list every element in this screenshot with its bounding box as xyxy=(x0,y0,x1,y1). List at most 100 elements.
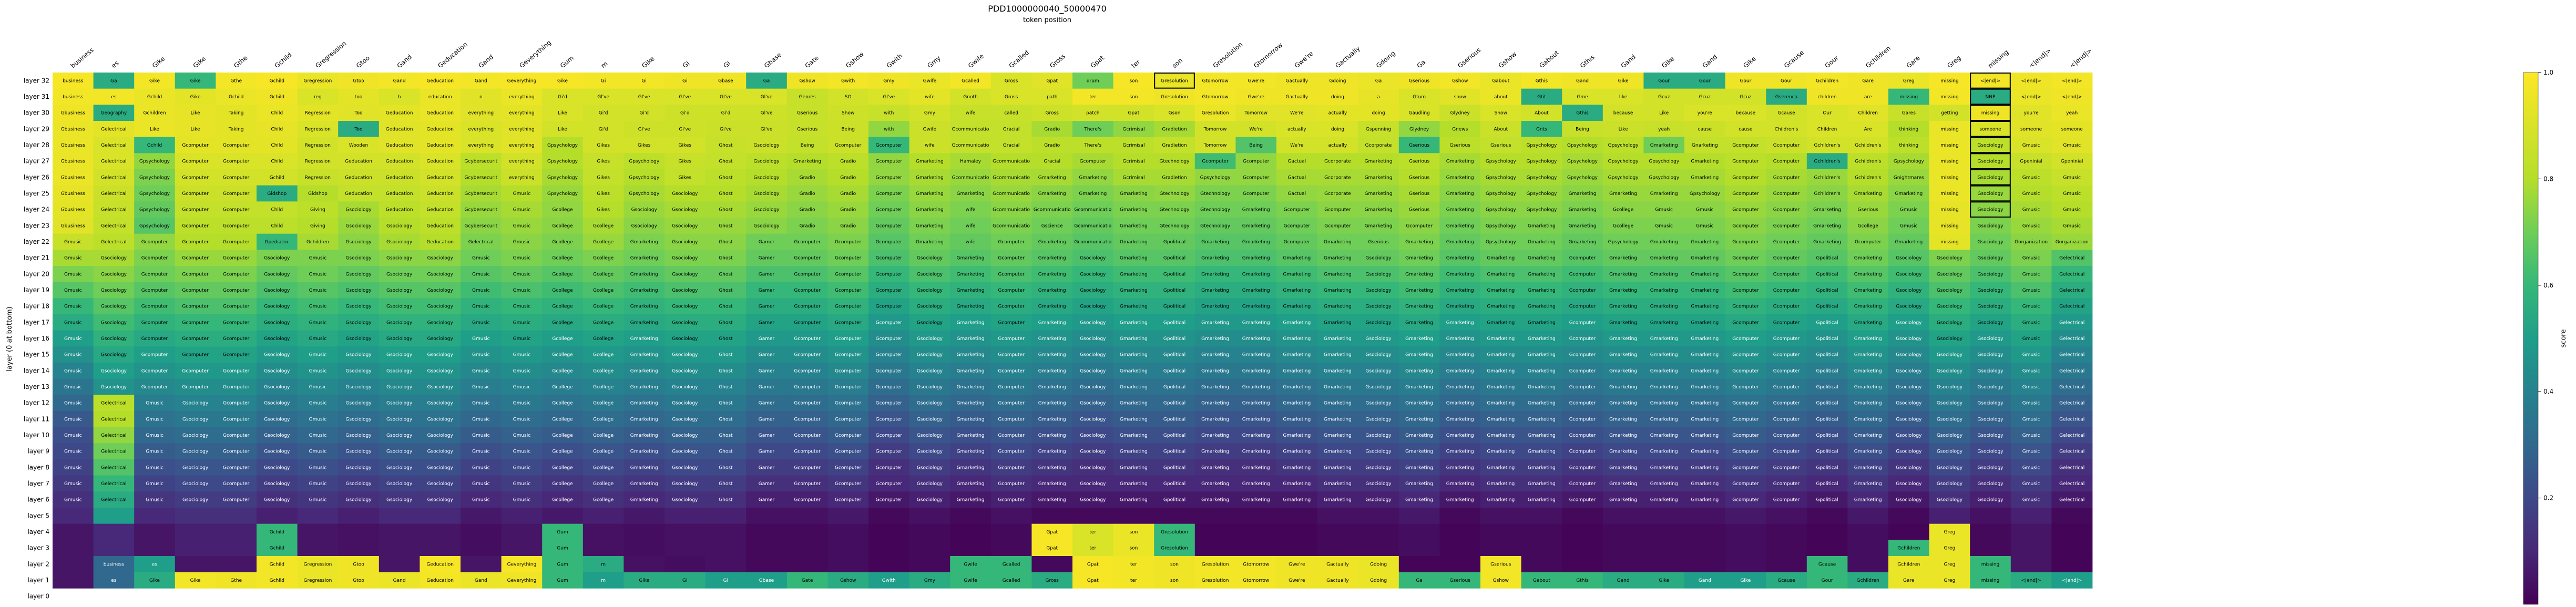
heatmap-cell xyxy=(379,491,420,508)
heatmap-cell xyxy=(1521,395,1562,411)
heatmap-cell xyxy=(1725,330,1766,347)
heatmap-cell xyxy=(1766,330,1807,347)
heatmap-cell xyxy=(1439,218,1481,234)
heatmap-cell xyxy=(1970,282,2011,299)
y-tick-label: layer 1 xyxy=(27,577,49,584)
heatmap-cell xyxy=(1358,250,1399,266)
heatmap-cell xyxy=(1725,250,1766,266)
heatmap-cell xyxy=(542,411,584,428)
heatmap-cell xyxy=(1317,169,1358,186)
x-tick-label: Gi xyxy=(722,59,732,69)
heatmap-cell xyxy=(582,363,624,379)
heatmap-cell xyxy=(2051,443,2093,460)
heatmap-cell xyxy=(868,298,909,315)
heatmap-cell xyxy=(623,153,665,170)
heatmap-cell xyxy=(950,508,991,524)
heatmap-cell xyxy=(582,491,624,508)
heatmap-cell xyxy=(746,330,788,347)
heatmap-cell xyxy=(705,523,747,540)
heatmap-cell xyxy=(1929,185,1970,202)
heatmap-cell xyxy=(297,556,339,573)
heatmap-cell xyxy=(746,523,788,540)
heatmap-cell xyxy=(338,459,380,476)
heatmap-cell xyxy=(705,427,747,444)
heatmap-cell xyxy=(1276,475,1317,492)
heatmap-cell xyxy=(705,508,747,524)
heatmap-cell xyxy=(1847,218,1889,234)
heatmap-cell xyxy=(1031,121,1073,138)
heatmap-cell xyxy=(1317,346,1358,363)
heatmap-cell xyxy=(665,378,706,395)
heatmap-cell xyxy=(1847,540,1889,557)
heatmap-cell xyxy=(53,88,94,105)
heatmap-cell xyxy=(1194,459,1236,476)
heatmap-cell xyxy=(53,137,94,153)
heatmap-cell xyxy=(501,137,543,153)
heatmap-cell xyxy=(175,121,216,138)
heatmap-cell xyxy=(461,314,502,331)
heatmap-cell xyxy=(1031,523,1073,540)
heatmap-cell xyxy=(216,459,257,476)
heatmap-cell xyxy=(1398,73,1440,89)
heatmap-cell xyxy=(1766,475,1807,492)
heatmap-cell xyxy=(1643,233,1685,250)
heatmap-cell xyxy=(705,411,747,428)
heatmap-cell xyxy=(623,508,665,524)
heatmap-cell xyxy=(1602,475,1644,492)
heatmap-cell xyxy=(1562,346,1603,363)
heatmap-cell xyxy=(1847,378,1889,395)
heatmap-cell xyxy=(746,185,788,202)
heatmap-cell xyxy=(1031,508,1073,524)
heatmap-cell xyxy=(827,298,869,315)
heatmap-cell xyxy=(420,491,461,508)
heatmap-cell xyxy=(1725,282,1766,299)
heatmap-cell xyxy=(1970,201,2011,218)
heatmap-cell xyxy=(257,572,298,589)
heatmap-cell xyxy=(1562,330,1603,347)
heatmap-cell xyxy=(501,459,543,476)
x-tick-label: Gshow xyxy=(844,50,865,70)
heatmap-cell xyxy=(1113,282,1154,299)
heatmap-cell xyxy=(1358,298,1399,315)
heatmap-cell xyxy=(1725,266,1766,283)
heatmap-cell xyxy=(1031,233,1073,250)
heatmap-cell xyxy=(1317,395,1358,411)
heatmap-cell xyxy=(623,540,665,557)
heatmap-cell xyxy=(1970,218,2011,234)
heatmap-cell xyxy=(1113,556,1154,573)
heatmap-cell xyxy=(542,88,584,105)
heatmap-cell xyxy=(746,266,788,283)
heatmap-cell xyxy=(1684,298,1725,315)
heatmap-cell xyxy=(665,572,706,589)
heatmap-cell xyxy=(297,363,339,379)
heatmap-cell xyxy=(1358,523,1399,540)
heatmap-cell xyxy=(623,572,665,589)
heatmap-cell xyxy=(1806,491,1848,508)
heatmap-cell xyxy=(786,363,828,379)
heatmap-cell xyxy=(379,330,420,347)
heatmap-cell xyxy=(582,427,624,444)
heatmap-cell xyxy=(297,121,339,138)
heatmap-cell xyxy=(53,556,94,573)
heatmap-cell xyxy=(1602,411,1644,428)
heatmap-cell xyxy=(53,443,94,460)
heatmap-cell xyxy=(786,105,828,121)
heatmap-cell xyxy=(990,314,1032,331)
heatmap-cell xyxy=(542,475,584,492)
heatmap-cell xyxy=(1154,218,1195,234)
heatmap-cell xyxy=(175,185,216,202)
x-tick-label: m xyxy=(600,60,609,69)
heatmap-cell xyxy=(1154,411,1195,428)
heatmap-cell xyxy=(420,282,461,299)
heatmap-cell xyxy=(1398,395,1440,411)
heatmap-cell xyxy=(1602,137,1644,153)
heatmap-cell xyxy=(990,556,1032,573)
heatmap-cell xyxy=(338,346,380,363)
heatmap-cell xyxy=(175,572,216,589)
heatmap-cell xyxy=(786,250,828,266)
heatmap-cell xyxy=(420,459,461,476)
heatmap-cell xyxy=(786,153,828,170)
heatmap-cell xyxy=(1643,121,1685,138)
heatmap-cell xyxy=(1766,508,1807,524)
heatmap-cell xyxy=(582,282,624,299)
